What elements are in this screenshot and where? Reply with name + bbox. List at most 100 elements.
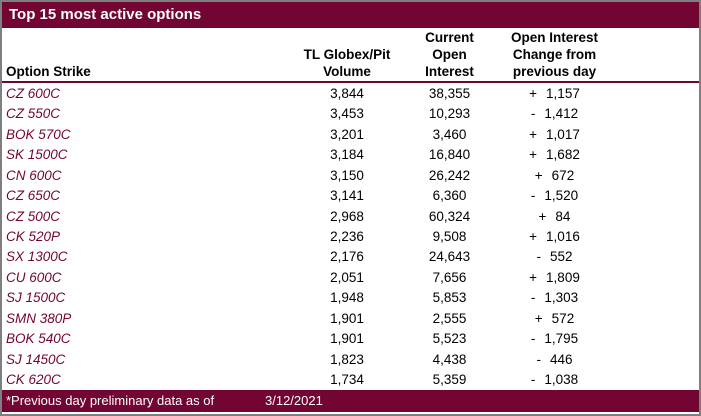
change-value: 1,795 <box>544 331 579 347</box>
oi-change-cell: - 1,520 <box>492 188 617 203</box>
table-row: CK 520P 2,236 9,508 + 1,016 <box>2 226 699 246</box>
volume-cell: 1,734 <box>330 372 364 388</box>
oi-change-cell: + 84 <box>492 209 617 224</box>
oi-change-cell: - 1,412 <box>492 106 617 121</box>
table-row: SK 1500C 3,184 16,840 + 1,682 <box>2 144 699 164</box>
change-sign: - <box>530 188 536 204</box>
change-sign: + <box>529 85 538 101</box>
volume-cell: 1,901 <box>330 310 364 326</box>
oi-change-cell: - 1,303 <box>492 290 617 305</box>
oi-change-cell: - 1,038 <box>492 372 617 387</box>
option-strike-cell: CN 600C <box>6 167 62 183</box>
change-sign: - <box>536 351 541 367</box>
option-strike-cell: SK 1500C <box>6 147 68 163</box>
footer-bar: *Previous day preliminary data as of 3/1… <box>2 390 699 412</box>
change-value: 446 <box>549 351 573 367</box>
oi-change-cell: - 1,795 <box>492 331 617 346</box>
header-volume-line1: TL Globex/Pit <box>303 47 391 62</box>
change-sign: - <box>530 331 536 347</box>
oi-change-cell: + 672 <box>492 168 617 183</box>
option-strike-cell: CZ 650C <box>6 188 61 204</box>
option-strike-cell: SX 1300C <box>6 249 68 265</box>
option-strike-cell: SJ 1500C <box>6 290 66 306</box>
open-interest-cell: 38,355 <box>428 85 471 101</box>
volume-cell: 3,844 <box>330 85 364 101</box>
change-value: 552 <box>549 249 573 265</box>
header-open-interest-line1: Current <box>425 30 474 45</box>
change-value: 1,016 <box>546 229 580 245</box>
change-value: 1,682 <box>546 147 580 163</box>
header-volume: TL Globex/Pit Volume <box>287 46 407 80</box>
oi-change-cell: + 572 <box>492 311 617 326</box>
header-oi-change-line1: Open Interest <box>510 30 599 45</box>
option-strike-cell: SMN 380P <box>6 310 72 326</box>
change-value: 572 <box>551 310 575 326</box>
change-sign: + <box>538 208 547 224</box>
option-strike-cell: CU 600C <box>6 269 62 285</box>
change-sign: + <box>529 269 538 285</box>
oi-change-cell: - 552 <box>492 249 617 264</box>
open-interest-cell: 10,293 <box>428 106 471 122</box>
open-interest-cell: 5,359 <box>432 372 467 388</box>
header-volume-line2: Volume <box>323 64 371 79</box>
oi-change-cell: - 446 <box>492 352 617 367</box>
header-open-interest-line2: Open <box>432 47 467 62</box>
bottom-gap <box>2 412 699 414</box>
volume-cell: 2,236 <box>330 229 364 245</box>
table-row: SJ 1450C 1,823 4,438 - 446 <box>2 349 699 369</box>
volume-cell: 2,051 <box>330 269 364 285</box>
table-rows: CZ 600C 3,844 38,355 + 1,157 CZ 550C 3,4… <box>2 83 699 390</box>
table-row: SX 1300C 2,176 24,643 - 552 <box>2 247 699 267</box>
column-headers: Option Strike TL Globex/Pit Volume Curre… <box>2 28 699 83</box>
header-oi-change-line3: previous day <box>512 64 597 79</box>
change-value: 1,017 <box>546 126 580 142</box>
change-sign: - <box>530 106 536 122</box>
volume-cell: 3,141 <box>330 188 364 204</box>
table-row: CZ 550C 3,453 10,293 - 1,412 <box>2 103 699 123</box>
header-open-interest-line3: Interest <box>425 64 474 79</box>
header-oi-change: Open Interest Change from previous day <box>492 29 617 80</box>
oi-change-cell: + 1,016 <box>492 229 617 244</box>
oi-change-cell: + 1,682 <box>492 147 617 162</box>
open-interest-cell: 4,438 <box>432 351 467 367</box>
open-interest-cell: 16,840 <box>428 147 471 163</box>
open-interest-cell: 5,523 <box>432 331 467 347</box>
change-value: 1,038 <box>544 372 579 388</box>
oi-change-cell: + 1,809 <box>492 270 617 285</box>
open-interest-cell: 60,324 <box>428 208 471 224</box>
change-value: 1,303 <box>544 290 579 306</box>
header-option-strike: Option Strike <box>6 64 91 79</box>
footer-note: *Previous day preliminary data as of <box>6 393 215 408</box>
table-row: CN 600C 3,150 26,242 + 672 <box>2 165 699 185</box>
table-title: Top 15 most active options <box>2 2 699 28</box>
open-interest-cell: 6,360 <box>432 188 467 204</box>
table-row: CK 620C 1,734 5,359 - 1,038 <box>2 370 699 390</box>
open-interest-cell: 5,853 <box>432 290 467 306</box>
change-sign: + <box>529 229 538 245</box>
change-value: 1,520 <box>544 188 579 204</box>
table-row: CU 600C 2,051 7,656 + 1,809 <box>2 267 699 287</box>
change-value: 672 <box>551 167 575 183</box>
header-open-interest: Current Open Interest <box>407 29 492 80</box>
open-interest-cell: 26,242 <box>428 167 471 183</box>
volume-cell: 3,453 <box>330 106 364 122</box>
volume-cell: 1,948 <box>330 290 364 306</box>
change-sign: + <box>534 167 543 183</box>
option-strike-cell: BOK 570C <box>6 126 71 142</box>
volume-cell: 2,968 <box>330 208 364 224</box>
option-strike-cell: SJ 1450C <box>6 351 66 367</box>
change-sign: - <box>536 249 541 265</box>
footer-date: 3/12/2021 <box>265 393 323 408</box>
change-sign: + <box>534 310 543 326</box>
volume-cell: 2,176 <box>330 249 364 265</box>
option-strike-cell: CK 620C <box>6 372 61 388</box>
table-row: BOK 540C 1,901 5,523 - 1,795 <box>2 329 699 349</box>
oi-change-cell: + 1,157 <box>492 86 617 101</box>
volume-cell: 1,901 <box>330 331 364 347</box>
table-row: CZ 600C 3,844 38,355 + 1,157 <box>2 83 699 103</box>
change-value: 1,412 <box>544 106 579 122</box>
change-sign: + <box>529 126 538 142</box>
open-interest-cell: 24,643 <box>428 249 471 265</box>
open-interest-cell: 9,508 <box>432 229 467 245</box>
